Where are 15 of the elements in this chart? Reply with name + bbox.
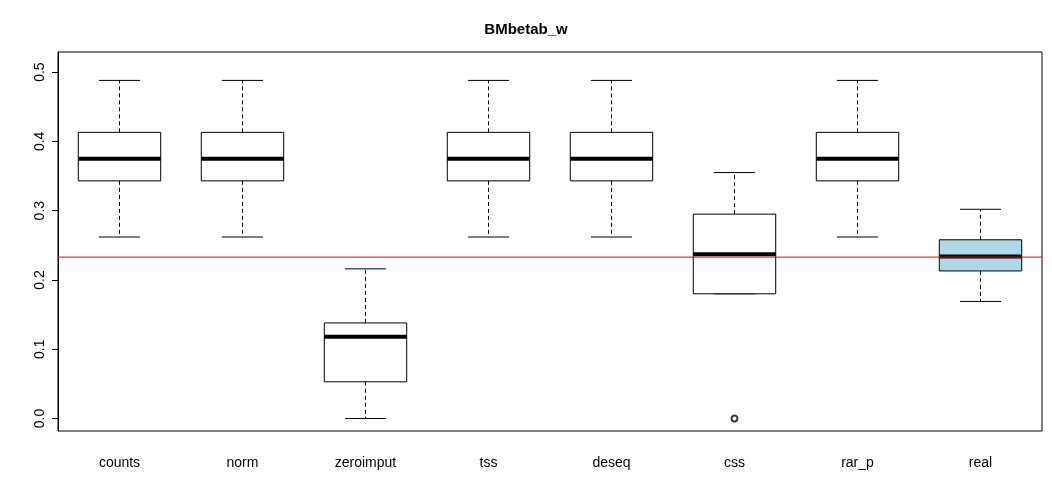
x-tick-label: norm bbox=[226, 454, 259, 470]
chart-title: BMbetab_w bbox=[484, 20, 568, 37]
x-tick-label: deseq bbox=[592, 454, 631, 470]
x-tick-label: css bbox=[724, 454, 745, 470]
y-tick-label: 0.2 bbox=[31, 270, 47, 290]
x-tick-label: rar_p bbox=[841, 454, 875, 470]
x-tick-label: zeroimput bbox=[334, 454, 397, 470]
x-tick-label: counts bbox=[98, 454, 141, 470]
y-tick-label: 0.3 bbox=[31, 200, 47, 221]
x-tick-label: real bbox=[968, 454, 993, 470]
y-tick-label: 0.5 bbox=[31, 62, 47, 82]
x-tick-label: tss bbox=[479, 454, 498, 470]
y-tick-label: 0.4 bbox=[31, 131, 47, 152]
y-tick-label: 0.1 bbox=[31, 339, 47, 359]
y-tick-label: 0.0 bbox=[31, 408, 47, 429]
